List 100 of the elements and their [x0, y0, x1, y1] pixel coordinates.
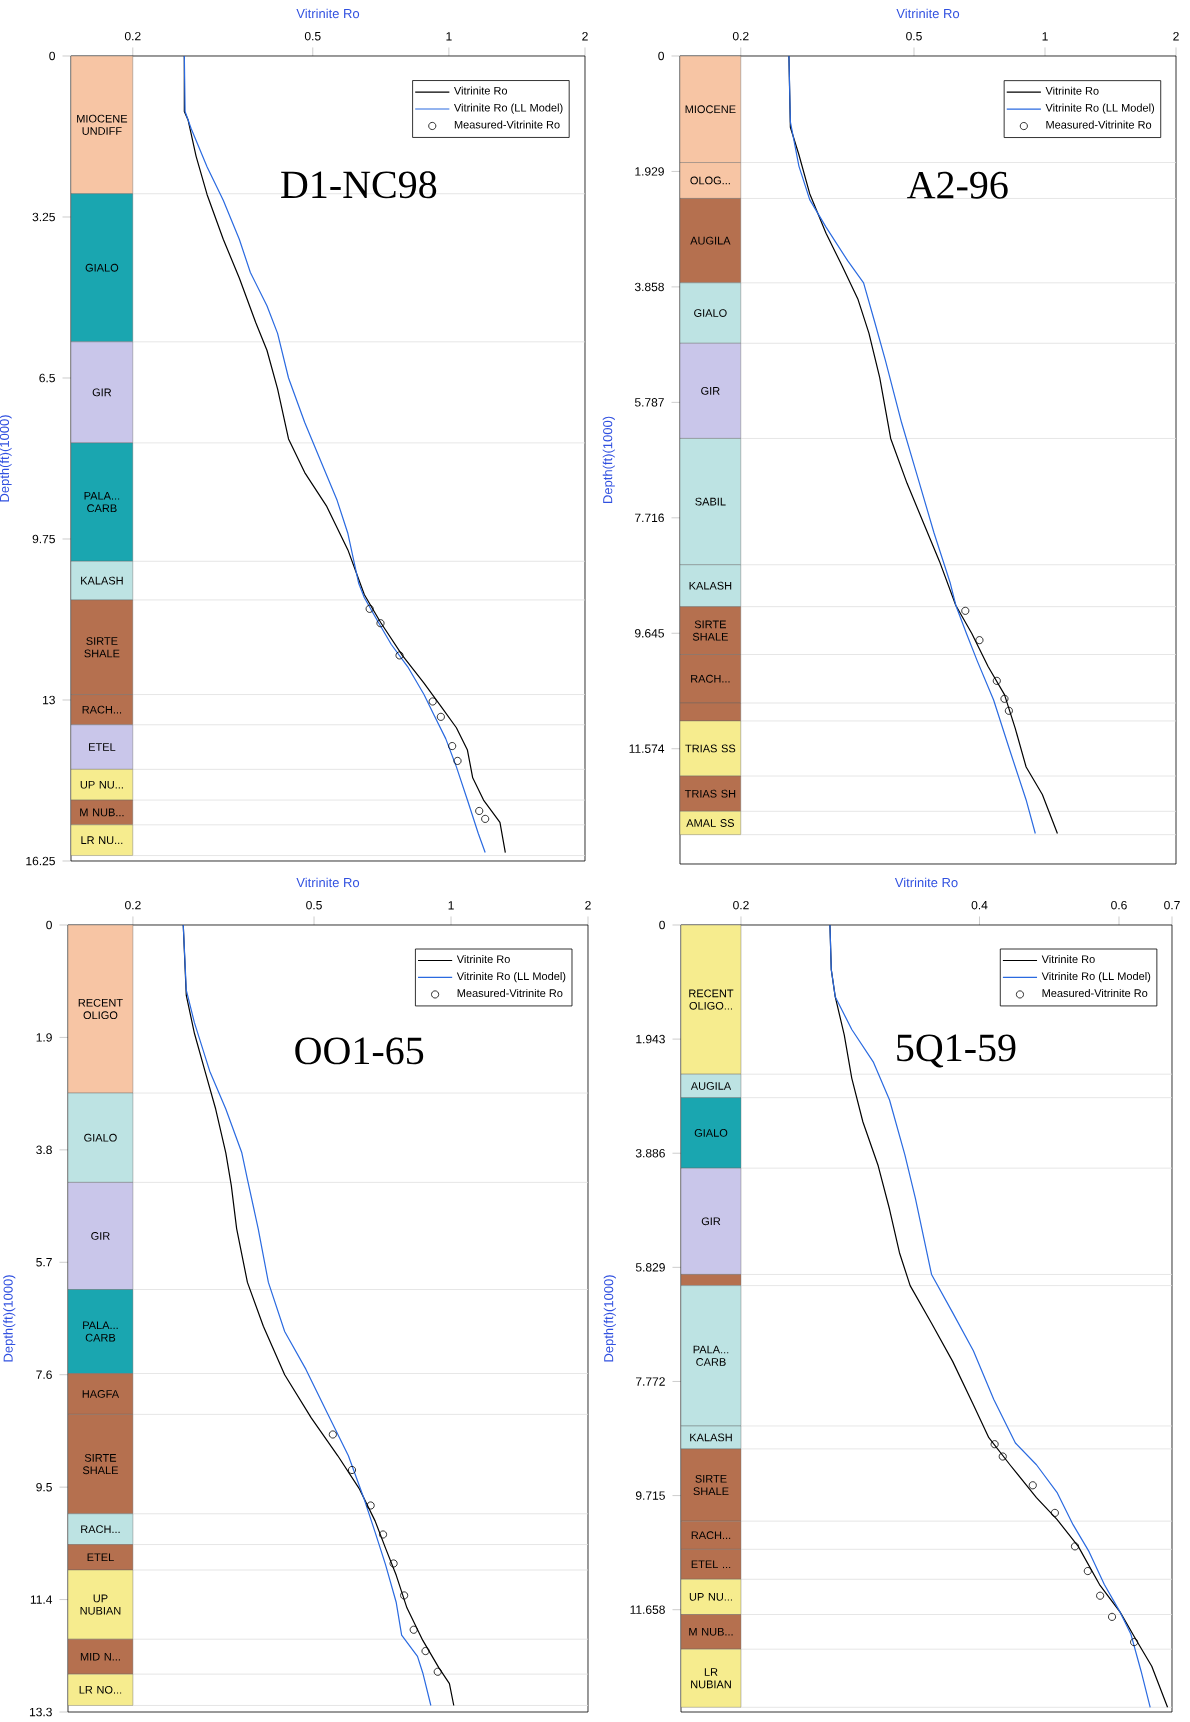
- y-axis-title: Depth(ft)(1000): [0, 415, 12, 502]
- band-label: AMAL SS: [686, 819, 735, 827]
- x-tick-label: 1: [1042, 32, 1048, 41]
- x-tick-label: 0.5: [906, 31, 922, 41]
- band-label: HAGFA: [82, 1390, 120, 1398]
- band-label: RACH...: [691, 674, 730, 683]
- band-label: UP NUBIAN: [80, 1594, 121, 1615]
- y-tick-label: 5.787: [634, 398, 664, 407]
- y-tick-label: 16.25: [26, 856, 55, 866]
- legend-label: Measured-Vitrinite Ro: [1046, 120, 1152, 129]
- band-label: GIR: [92, 388, 112, 397]
- text: 5Q1-59: [897, 1034, 1016, 1068]
- y-tick-label: 3.858: [634, 282, 664, 292]
- x-tick-label: 0.2: [125, 900, 141, 910]
- x-tick-label: 0.2: [733, 900, 749, 910]
- band-label: TRIAS SH: [684, 789, 736, 798]
- legend-label: Vitrinite Ro: [1045, 86, 1099, 95]
- x-tick-label: 0.7: [1164, 900, 1180, 910]
- legend-label: Measured-Vitrinite Ro: [1042, 988, 1148, 998]
- band-label: KALASH: [81, 576, 123, 585]
- y-tick-label: 6.5: [39, 373, 55, 383]
- y-tick-label: 1.943: [636, 1034, 665, 1044]
- x-axis-title: Vitrinite Ro: [894, 877, 958, 888]
- band-label: KALASH: [690, 1433, 732, 1442]
- band-label: GIALO: [694, 309, 727, 317]
- legend-label: Vitrinite Ro (LL Model): [1045, 103, 1155, 114]
- y-tick-label: 11.4: [30, 1595, 53, 1604]
- band-label: OLOG...: [690, 176, 730, 185]
- band-label: LR NO...: [79, 1685, 122, 1694]
- x-tick-label: 0.5: [306, 900, 322, 910]
- y-tick-label: 1.9: [36, 1033, 52, 1042]
- legend-label: Vitrinite Ro: [454, 86, 508, 95]
- band-label: ETEL ...: [691, 1560, 731, 1569]
- y-tick-label: 7.772: [636, 1377, 665, 1386]
- band-label: LR NU...: [81, 836, 123, 845]
- y-tick-label: 5.829: [635, 1263, 665, 1272]
- y-axis-title: Depth(ft)(1000): [3, 1275, 16, 1362]
- band-label: UP NU...: [689, 1593, 732, 1601]
- band-label: GIALO: [694, 1129, 728, 1137]
- y-tick-label: 13: [43, 695, 55, 705]
- text: D1-NC98: [281, 171, 437, 199]
- y-tick-label: 9.645: [635, 629, 664, 638]
- y-tick-label: 9.5: [36, 1482, 52, 1492]
- legend-label: Vitrinite Ro: [456, 955, 510, 964]
- band-label: RACH...: [691, 1531, 731, 1540]
- y-tick-label: 7.6: [36, 1370, 52, 1379]
- y-axis-title: Depth(ft)(1000): [602, 416, 615, 503]
- legend-label: Measured-Vitrinite Ro: [457, 988, 563, 998]
- band-label: SIRTE SHALE: [693, 1474, 729, 1496]
- y-tick-label: 0: [658, 51, 664, 61]
- band-label: M NUB...: [689, 1628, 733, 1636]
- band-label: MID N...: [80, 1652, 120, 1661]
- x-tick-label: 2: [582, 32, 588, 41]
- band-label: SIRTE SHALE: [82, 1453, 119, 1475]
- x-axis-title: Vitrinite Ro: [296, 877, 360, 888]
- band-label: M NUB...: [80, 808, 124, 817]
- band-label: GIALO: [84, 1133, 117, 1142]
- x-tick-label: 0.2: [732, 31, 749, 41]
- y-tick-label: 9.75: [32, 534, 55, 544]
- band-label: PALA... CARB: [693, 1345, 729, 1366]
- x-tick-label: 0.4: [971, 900, 988, 910]
- legend-label: Vitrinite Ro (LL Model): [1041, 971, 1151, 983]
- x-axis-title: Vitrinite Ro: [296, 8, 360, 19]
- band-label: PALA... CARB: [83, 1321, 118, 1342]
- band-label: MIOCENE: [685, 105, 736, 114]
- x-tick-label: 0.6: [1111, 900, 1127, 910]
- y-axis-title: Depth(ft)(1000): [603, 1275, 616, 1362]
- band-label: UP NU...: [80, 780, 123, 789]
- y-tick-label: 3.25: [32, 212, 55, 222]
- y-tick-label: 5.7: [36, 1258, 52, 1267]
- text: OO1-65: [295, 1037, 424, 1065]
- band-label: RECENT OLIGO: [78, 998, 123, 1020]
- y-tick-label: 3.886: [635, 1148, 665, 1158]
- band-label: MIOCENE UNDIFF: [77, 114, 128, 135]
- y-tick-label: 1.929: [635, 167, 664, 176]
- legend-label: Measured-Vitrinite Ro: [454, 120, 560, 129]
- y-tick-label: 3.8: [36, 1145, 52, 1155]
- band-label: AUGILA: [690, 236, 731, 245]
- x-tick-label: 2: [1173, 32, 1179, 41]
- band-label: ETEL: [87, 1553, 114, 1562]
- band-label: TRIAS SS: [685, 744, 736, 753]
- band-label: SIRTE SHALE: [692, 620, 728, 641]
- x-tick-label: 1: [448, 901, 454, 910]
- y-tick-label: 9.715: [635, 1491, 665, 1500]
- band-label: KALASH: [689, 581, 732, 590]
- x-tick-label: 2: [585, 901, 591, 910]
- band-label: ETEL: [89, 743, 116, 751]
- band-label: GIR: [701, 1217, 721, 1226]
- band-label: GIR: [701, 386, 720, 395]
- x-tick-label: 1: [446, 32, 452, 41]
- band-label: LR NUBIAN: [691, 1668, 731, 1689]
- x-axis-title: Vitrinite Ro: [896, 8, 960, 19]
- y-tick-label: 11.658: [630, 1605, 665, 1614]
- text: A2-96: [907, 171, 1008, 199]
- y-tick-label: 0: [659, 920, 665, 930]
- x-tick-label: 0.5: [304, 31, 321, 41]
- y-tick-label: 7.716: [635, 513, 664, 523]
- legend-label: Vitrinite Ro: [1041, 955, 1095, 964]
- x-tick-label: 0.2: [124, 31, 141, 41]
- legend-label: Vitrinite Ro (LL Model): [454, 103, 563, 114]
